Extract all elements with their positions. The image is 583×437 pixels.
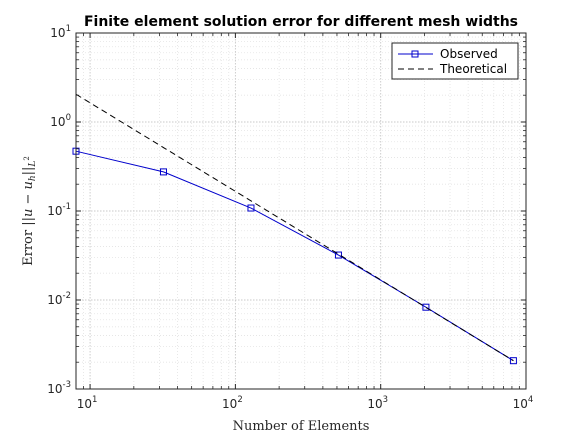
y-axis-label-norm: ||u − u	[21, 181, 36, 226]
y-axis-label: Error ||u − uh||L2	[21, 156, 38, 266]
legend-label-observed: Observed	[440, 47, 498, 61]
y-axis-label-prefix: Error	[21, 226, 36, 266]
x-axis-label: Number of Elements	[233, 419, 370, 434]
legend-label-theoretical: Theoretical	[439, 62, 507, 76]
y-axis-label-group: Error ||u − uh||L2	[21, 156, 38, 266]
y-axis-label-norm-sub: L	[28, 161, 38, 168]
y-axis-label-close: ||	[21, 167, 36, 176]
y-axis-label-norm-sup: 2	[23, 156, 31, 160]
chart-title: Finite element solution error for differ…	[84, 14, 518, 30]
legend: Observed Theoretical	[392, 43, 518, 79]
plot-area	[73, 33, 526, 389]
